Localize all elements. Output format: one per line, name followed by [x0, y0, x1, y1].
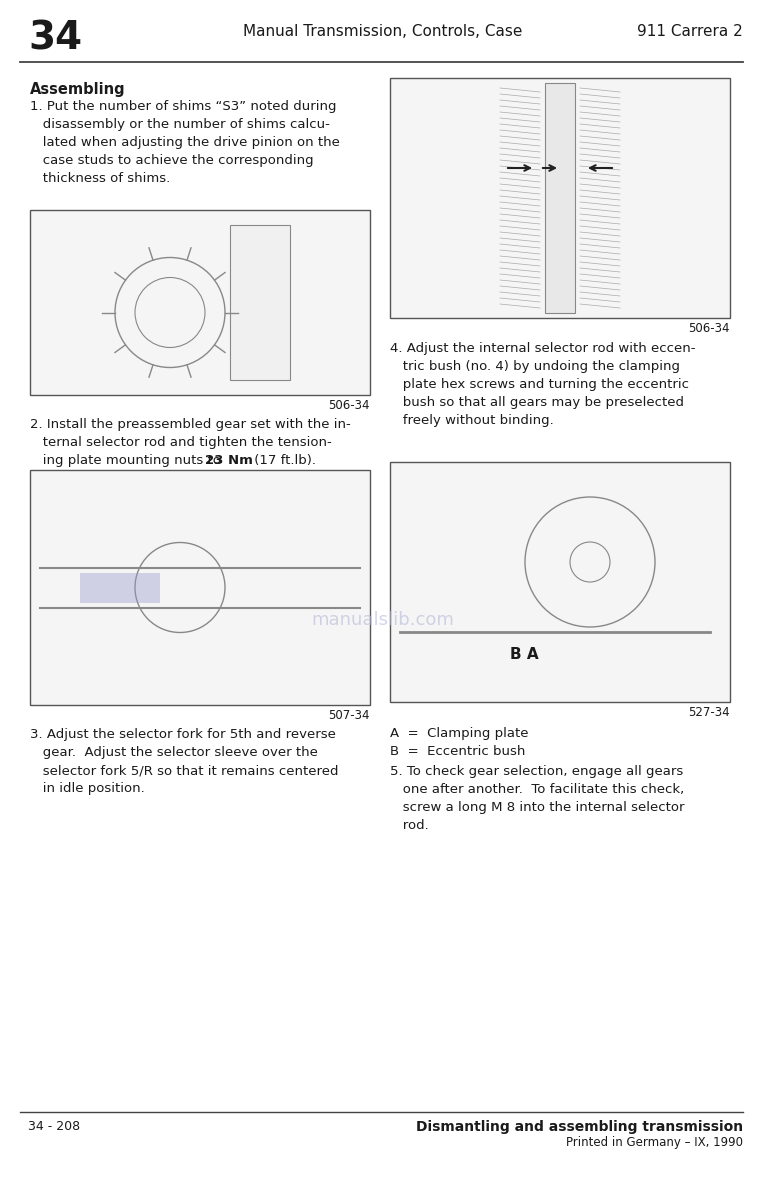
Text: Assembling: Assembling — [30, 82, 126, 97]
Text: ing plate mounting nuts to: ing plate mounting nuts to — [30, 454, 225, 467]
Text: 506-34: 506-34 — [688, 322, 730, 335]
Text: bush so that all gears may be preselected: bush so that all gears may be preselecte… — [390, 396, 684, 409]
Text: gear.  Adjust the selector sleeve over the: gear. Adjust the selector sleeve over th… — [30, 746, 318, 759]
Text: case studs to achieve the corresponding: case studs to achieve the corresponding — [30, 154, 314, 168]
Bar — [80, 573, 160, 602]
Text: lated when adjusting the drive pinion on the: lated when adjusting the drive pinion on… — [30, 135, 340, 148]
Text: screw a long M 8 into the internal selector: screw a long M 8 into the internal selec… — [390, 801, 684, 814]
Text: 527-34: 527-34 — [688, 706, 730, 719]
Text: B  =  Eccentric bush: B = Eccentric bush — [390, 745, 526, 758]
Text: (17 ft.lb).: (17 ft.lb). — [250, 454, 316, 467]
Text: 507-34: 507-34 — [329, 709, 370, 722]
Text: selector fork 5/R so that it remains centered: selector fork 5/R so that it remains cen… — [30, 764, 339, 777]
Text: disassembly or the number of shims calcu-: disassembly or the number of shims calcu… — [30, 118, 330, 131]
Text: 34: 34 — [28, 20, 82, 58]
Text: Printed in Germany – IX, 1990: Printed in Germany – IX, 1990 — [566, 1136, 743, 1149]
Bar — [390, 78, 730, 318]
Text: 34 - 208: 34 - 208 — [28, 1120, 80, 1133]
Text: B A: B A — [510, 647, 539, 662]
Bar — [30, 210, 370, 394]
Bar — [545, 83, 575, 312]
Text: plate hex screws and turning the eccentric: plate hex screws and turning the eccentr… — [390, 378, 689, 391]
Text: tric bush (no. 4) by undoing the clamping: tric bush (no. 4) by undoing the clampin… — [390, 360, 680, 373]
Text: 3. Adjust the selector fork for 5th and reverse: 3. Adjust the selector fork for 5th and … — [30, 728, 336, 741]
Text: manualslib.com: manualslib.com — [311, 611, 455, 628]
Text: freely without binding.: freely without binding. — [390, 413, 554, 426]
Text: 911 Carrera 2: 911 Carrera 2 — [637, 24, 743, 39]
Text: one after another.  To facilitate this check,: one after another. To facilitate this ch… — [390, 783, 684, 796]
Text: Manual Transmission, Controls, Case: Manual Transmission, Controls, Case — [243, 24, 523, 39]
Text: 2. Install the preassembled gear set with the in-: 2. Install the preassembled gear set wit… — [30, 418, 351, 431]
Text: Dismantling and assembling transmission: Dismantling and assembling transmission — [416, 1120, 743, 1135]
Text: in idle position.: in idle position. — [30, 782, 145, 795]
Text: 4. Adjust the internal selector rod with eccen-: 4. Adjust the internal selector rod with… — [390, 342, 696, 355]
Text: rod.: rod. — [390, 819, 429, 832]
Text: 1. Put the number of shims “S3” noted during: 1. Put the number of shims “S3” noted du… — [30, 100, 336, 113]
Bar — [30, 470, 370, 704]
Text: 5. To check gear selection, engage all gears: 5. To check gear selection, engage all g… — [390, 765, 683, 778]
Text: thickness of shims.: thickness of shims. — [30, 172, 170, 185]
Text: ternal selector rod and tighten the tension-: ternal selector rod and tighten the tens… — [30, 436, 332, 449]
Bar — [390, 462, 730, 702]
Text: 506-34: 506-34 — [329, 399, 370, 412]
Text: A  =  Clamping plate: A = Clamping plate — [390, 727, 529, 740]
Text: 23 Nm: 23 Nm — [205, 454, 253, 467]
Bar — [230, 225, 290, 380]
